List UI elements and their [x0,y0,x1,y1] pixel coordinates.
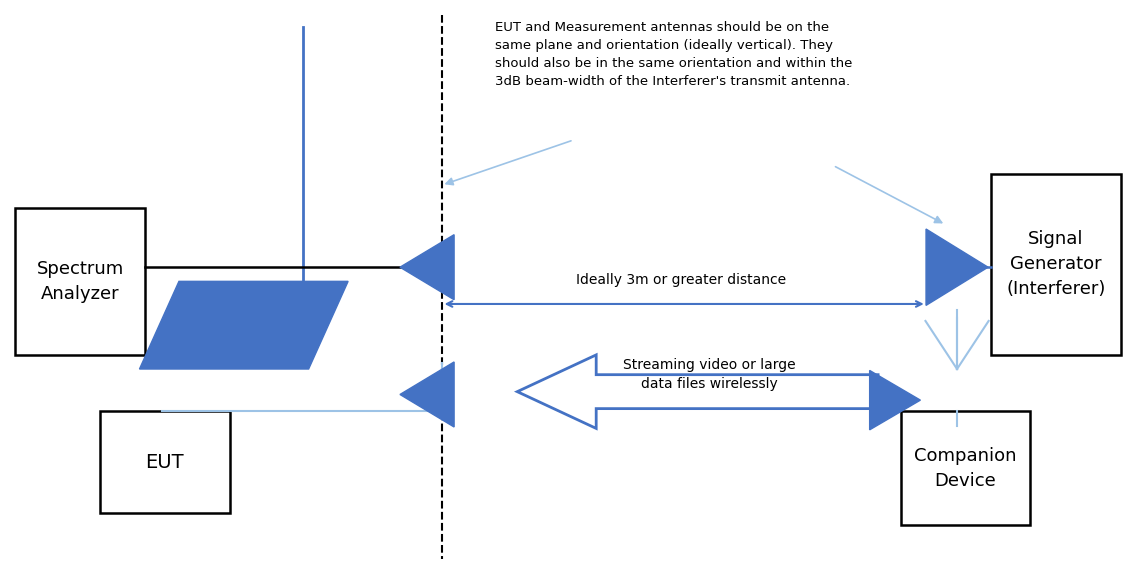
Polygon shape [140,281,348,369]
Polygon shape [400,362,454,427]
Text: Companion
Device: Companion Device [914,447,1017,490]
Text: Signal
Generator
(Interferer): Signal Generator (Interferer) [1006,230,1105,298]
Polygon shape [400,235,454,300]
FancyBboxPatch shape [991,174,1120,355]
FancyBboxPatch shape [100,412,229,513]
Polygon shape [926,229,988,305]
Text: EUT: EUT [145,453,184,472]
Polygon shape [870,370,920,430]
Text: Spectrum
Analyzer: Spectrum Analyzer [36,260,124,303]
FancyBboxPatch shape [901,412,1030,525]
FancyBboxPatch shape [16,208,145,355]
Text: Streaming video or large
data files wirelessly: Streaming video or large data files wire… [623,359,795,391]
Text: EUT and Measurement antennas should be on the
same plane and orientation (ideall: EUT and Measurement antennas should be o… [494,21,852,88]
Text: Ideally 3m or greater distance: Ideally 3m or greater distance [576,273,786,287]
FancyArrow shape [517,355,878,428]
